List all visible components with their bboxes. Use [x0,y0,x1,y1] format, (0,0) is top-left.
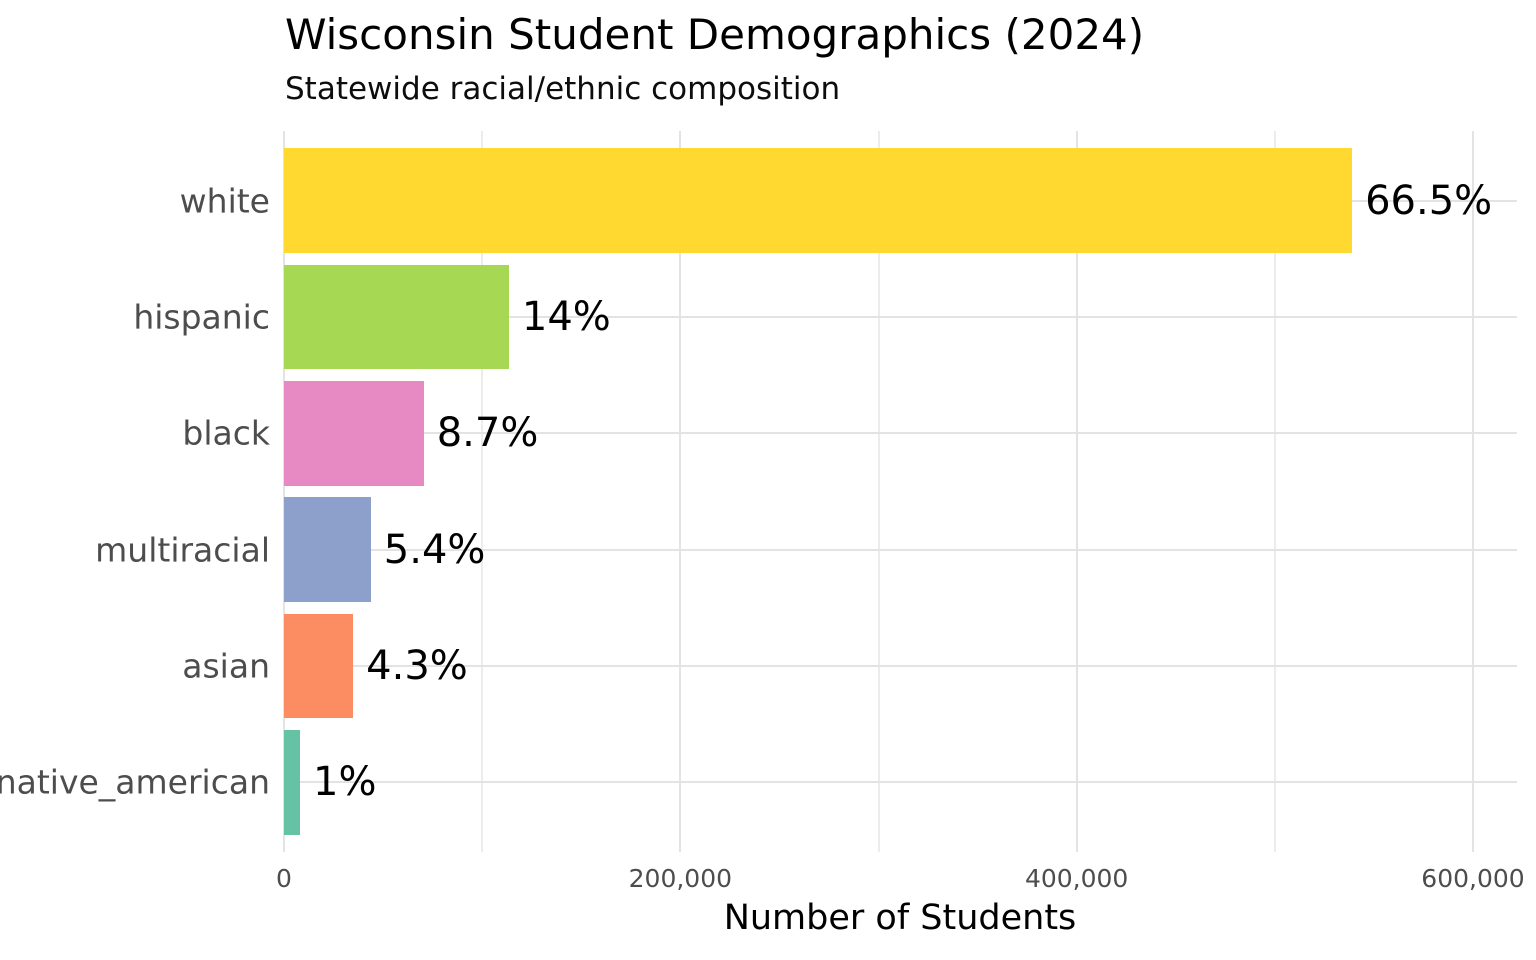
bar-multiracial [284,497,371,602]
gridline-horizontal [284,432,1517,435]
bar-asian [284,613,354,719]
bar-value-label: 5.4% [383,526,486,573]
chart-subtitle: Statewide racial/ethnic composition [285,71,841,107]
gridline-vertical-major [1075,131,1078,852]
gridline-horizontal [284,316,1517,319]
gridline-vertical-minor [1273,131,1276,852]
y-axis-label-multiracial: multiracial [95,530,270,570]
gridline-vertical-minor [481,131,484,852]
chart-title: Wisconsin Student Demographics (2024) [285,10,1145,59]
bar-value-label: 4.3% [366,642,468,689]
y-axis-label-white: white [179,181,270,221]
x-tick-label: 0 [276,864,292,893]
x-tick-label: 200,000 [628,864,733,893]
gridline-vertical-major [283,131,285,852]
y-axis-label-hispanic: hispanic [133,297,270,337]
gridline-vertical-minor [877,131,880,852]
bar-black [284,381,424,486]
bar-value-label: 8.7% [436,410,539,457]
gridline-horizontal [284,664,1517,667]
plot-panel: 66.5% 14% 8.7% 5.4% 4.3% 1% [283,131,1517,852]
x-axis-title: Number of Students [723,898,1077,938]
y-axis-label-native_american: native_american [0,762,270,802]
bar-value-label: 14% [521,294,611,341]
y-axis-label-black: black [182,413,270,453]
bar-native_american [284,729,301,835]
bar-value-label: 66.5% [1365,177,1493,224]
bar-hispanic [284,264,509,370]
x-tick-label: 600,000 [1421,864,1525,893]
x-tick-label: 400,000 [1024,864,1129,893]
gridline-vertical-major [1472,131,1474,852]
bar-white [284,148,1353,254]
gridline-vertical-major [679,131,682,852]
gridline-horizontal [284,548,1517,551]
bar-value-label: 1% [313,759,377,806]
y-axis-label-asian: asian [182,646,270,686]
gridline-horizontal [284,781,1517,784]
